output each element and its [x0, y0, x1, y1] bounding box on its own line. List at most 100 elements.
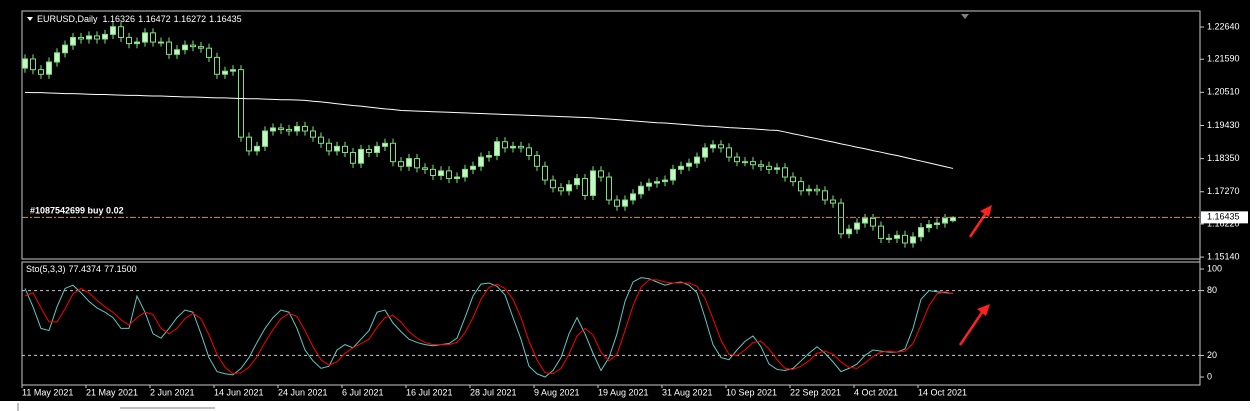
candle-body — [334, 145, 340, 152]
candle-body — [30, 58, 36, 71]
candle-body — [630, 193, 636, 201]
candle-body — [238, 69, 244, 138]
y-tick-label: 1.22640 — [1207, 21, 1240, 31]
x-tick-label: 9 Aug 2021 — [534, 387, 580, 397]
candle-body — [678, 165, 684, 170]
candle-body — [462, 168, 468, 178]
candle-body — [430, 168, 436, 176]
candle-body — [438, 170, 444, 176]
candle-body — [118, 26, 124, 38]
y-tick-label: 1.21590 — [1207, 54, 1240, 64]
candle-body — [390, 142, 396, 163]
candle-body — [766, 165, 772, 170]
candle-body — [374, 145, 380, 153]
x-tick-label: 14 Jun 2021 — [214, 387, 264, 397]
candle-body — [694, 156, 700, 164]
candle-body — [358, 148, 364, 164]
candle-body — [142, 32, 148, 43]
candle-body — [758, 164, 764, 167]
candle-body — [446, 170, 452, 180]
candle-body — [78, 36, 84, 40]
main-title: EURUSD,Daily 1.16326 1.16472 1.16272 1.16435 — [37, 14, 242, 24]
candle-body — [294, 125, 300, 132]
x-tick-label: 19 Aug 2021 — [598, 387, 649, 397]
candle-body — [910, 236, 916, 244]
candle-body — [838, 202, 844, 235]
candle-body — [686, 162, 692, 167]
order-label: #1087542699 buy 0.02 — [30, 206, 124, 216]
candle-body — [494, 141, 500, 157]
x-tick-label: 22 Sep 2021 — [790, 387, 841, 397]
candle-body — [846, 228, 852, 235]
candle-body — [134, 41, 140, 45]
last-close: 1.16435 — [209, 14, 242, 24]
last-open: 1.16326 — [103, 14, 136, 24]
indicator-signal-readout: 77.1500 — [104, 264, 137, 274]
price-box — [1201, 211, 1248, 224]
candle-body — [710, 144, 716, 149]
candle-body — [230, 69, 236, 72]
candle-body — [942, 217, 948, 224]
x-tick-label: 28 Jul 2021 — [470, 387, 517, 397]
candle-body — [398, 161, 404, 167]
candle-body — [638, 185, 644, 195]
candle-body — [782, 167, 788, 178]
candle-body — [774, 167, 780, 170]
candle-body — [318, 136, 324, 144]
candle-body — [126, 36, 132, 45]
candle-body — [470, 165, 476, 170]
candle-body — [894, 234, 900, 239]
candle-body — [806, 188, 812, 192]
candle-body — [734, 156, 740, 163]
candle-body — [166, 41, 172, 55]
annotation-arrow — [958, 304, 990, 346]
arrow-shaft — [958, 310, 985, 346]
candle-body — [742, 161, 748, 164]
candle-body — [598, 170, 604, 178]
candle-body — [662, 179, 668, 183]
x-tick-label: 14 Oct 2021 — [918, 387, 967, 397]
candle-body — [254, 145, 260, 152]
candle-body — [798, 181, 804, 192]
indicator-title: Sto(5,3,3) 77.4374 77.1500 — [26, 264, 137, 274]
candle-body — [174, 49, 180, 55]
x-tick-label: 31 Aug 2021 — [662, 387, 713, 397]
candle-body — [814, 188, 820, 192]
moving-average — [24, 91, 954, 169]
candle-body — [790, 176, 796, 183]
candle-body — [558, 187, 564, 192]
candle-body — [702, 147, 708, 158]
candle-body — [38, 69, 44, 75]
candle-body — [422, 167, 428, 170]
candle-body — [614, 199, 620, 207]
candle-body — [886, 237, 892, 240]
candle-body — [926, 224, 932, 229]
candle-body — [286, 128, 292, 132]
candle-body — [326, 142, 332, 152]
y-tick-label: 1.19430 — [1207, 120, 1240, 130]
candle-body — [414, 158, 420, 169]
candle-body — [182, 44, 188, 51]
candle-body — [518, 145, 524, 149]
candle-body — [854, 222, 860, 230]
candle-body — [870, 217, 876, 227]
candle-body — [606, 176, 612, 201]
candle-body — [62, 44, 68, 54]
candle-body — [198, 46, 204, 49]
arrow-head — [977, 304, 990, 316]
y-tick-label: 1.18350 — [1207, 153, 1240, 163]
x-tick-label: 10 Sep 2021 — [726, 387, 777, 397]
shift-marker — [961, 14, 969, 19]
candle-body — [510, 145, 516, 149]
title-marker — [27, 17, 33, 21]
symbol: EURUSD,Daily — [37, 14, 98, 24]
candle-body — [406, 158, 412, 167]
candle-body — [550, 179, 556, 189]
candle-body — [534, 155, 540, 167]
y-tick-label: 1.15140 — [1207, 251, 1240, 261]
candle-body — [646, 182, 652, 187]
candle-body — [262, 130, 268, 147]
candle-body — [46, 61, 52, 75]
candle-body — [150, 32, 156, 43]
